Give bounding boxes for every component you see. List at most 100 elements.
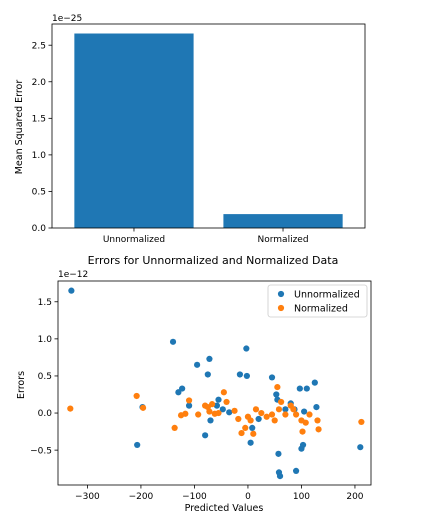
scatter-point-normalized bbox=[282, 411, 289, 418]
bar-chart-y-tick-label: 2.5 bbox=[32, 41, 46, 51]
bar-chart-y-tick-label: 0.0 bbox=[32, 224, 47, 234]
scatter-chart-title: Errors for Unnormalized and Normalized D… bbox=[88, 254, 339, 267]
scatter-point-unnormalized bbox=[292, 467, 300, 475]
scatter-point-normalized bbox=[139, 404, 147, 411]
scatter-point-unnormalized bbox=[357, 444, 364, 451]
bar-chart-y-tick-label: 0.5 bbox=[32, 188, 46, 198]
scatter-chart-x-tick-label: −100 bbox=[182, 492, 207, 502]
scatter-point-unnormalized bbox=[282, 406, 289, 413]
scatter-point-normalized bbox=[182, 410, 189, 417]
scatter-chart-frame bbox=[57, 280, 372, 486]
scatter-point-normalized bbox=[223, 398, 230, 406]
legend-label-unnormalized: Unnormalized bbox=[294, 289, 360, 300]
scatter-point-normalized bbox=[235, 415, 242, 423]
scatter-point-unnormalized bbox=[276, 472, 284, 480]
scatter-point-normalized bbox=[358, 418, 365, 426]
scatter-point-normalized bbox=[252, 406, 260, 413]
scatter-chart-y-tick-label: 0.0 bbox=[38, 409, 53, 419]
scatter-point-unnormalized bbox=[206, 355, 213, 362]
scatter-point-normalized bbox=[185, 397, 193, 404]
scatter-chart-x-tick-label: −300 bbox=[75, 492, 100, 502]
bar-chart-y-axis-label: Mean Squared Error bbox=[14, 80, 25, 175]
scatter-chart-y-tick-label: 1.5 bbox=[38, 298, 52, 308]
scatter-chart-x-tick-label: 0 bbox=[245, 492, 251, 502]
scatter-point-unnormalized bbox=[236, 371, 244, 378]
scatter-point-unnormalized bbox=[179, 385, 186, 392]
scatter-point-normalized bbox=[263, 413, 270, 420]
scatter-point-normalized bbox=[278, 398, 285, 406]
scatter-point-normalized bbox=[231, 407, 238, 414]
scatter-chart-x-tick-label: 200 bbox=[346, 492, 363, 502]
scatter-chart: Errors for Unnormalized and Normalized D… bbox=[16, 254, 372, 514]
scatter-point-normalized bbox=[258, 409, 265, 417]
scatter-point-normalized bbox=[215, 409, 222, 417]
scatter-point-normalized bbox=[67, 405, 74, 412]
scatter-point-normalized bbox=[275, 406, 283, 413]
bar-chart-plot-area: 0.0 0.5 1.0 1.5 2.0 2.5 Unnormalized Normalized bbox=[32, 23, 366, 245]
scatter-point-unnormalized bbox=[243, 372, 250, 380]
bar-chart-frame bbox=[51, 23, 366, 229]
scatter-point-normalized bbox=[271, 417, 278, 424]
scatter-point-normalized bbox=[290, 406, 297, 413]
scatter-point-unnormalized bbox=[247, 439, 254, 446]
scatter-point-normalized bbox=[268, 411, 276, 418]
scatter-point-normalized bbox=[250, 430, 257, 437]
scatter-point-unnormalized bbox=[243, 345, 250, 352]
scatter-point-normalized bbox=[302, 419, 309, 426]
scatter-point-unnormalized bbox=[215, 396, 222, 403]
scatter-chart-x-tick-label: −200 bbox=[129, 492, 154, 502]
scatter-point-unnormalized bbox=[202, 432, 209, 439]
legend-marker-unnormalized bbox=[277, 290, 285, 298]
scatter-point-unnormalized bbox=[313, 404, 320, 411]
scatter-point-normalized bbox=[306, 411, 313, 418]
scatter-point-unnormalized bbox=[68, 287, 75, 294]
scatter-point-unnormalized bbox=[303, 385, 310, 392]
scatter-point-unnormalized bbox=[268, 374, 276, 381]
scatter-point-unnormalized bbox=[204, 371, 211, 378]
scatter-point-unnormalized bbox=[207, 417, 214, 424]
bar-chart-offset-text: 1e−25 bbox=[52, 14, 82, 24]
scatter-point-normalized bbox=[274, 383, 281, 391]
bar-chart-y-tick-label: 2.0 bbox=[32, 78, 47, 88]
scatter-point-unnormalized bbox=[249, 424, 256, 431]
legend-label-normalized: Normalized bbox=[294, 303, 348, 314]
bar-chart-x-tick-label: Unnormalized bbox=[103, 235, 165, 245]
scatter-point-unnormalized bbox=[213, 402, 221, 409]
scatter-point-normalized bbox=[171, 424, 178, 431]
bar-chart-y-tick-label: 1.0 bbox=[32, 151, 47, 161]
bar-chart: 1e−25 0.0 0.5 1.0 1.5 2.0 2.5 Unnormalized Norm… bbox=[14, 14, 366, 245]
legend-marker-normalized bbox=[277, 304, 285, 312]
scatter-point-unnormalized bbox=[301, 408, 308, 415]
scatter-chart-offset-text: 1e−12 bbox=[58, 270, 88, 280]
scatter-point-normalized bbox=[299, 428, 306, 435]
scatter-point-unnormalized bbox=[185, 402, 193, 409]
scatter-chart-y-tick-label: 1.0 bbox=[38, 335, 53, 345]
bar-chart-y-tick-label: 1.5 bbox=[32, 115, 46, 125]
bar-chart-x-tick-label: Normalized bbox=[258, 235, 309, 245]
scatter-point-unnormalized bbox=[255, 415, 262, 423]
legend-box bbox=[267, 284, 368, 318]
scatter-chart-plot-area: −300 −200 −100 0 100 200 −0.5 0.0 0.5 1.0 1.5 bbox=[30, 280, 372, 502]
scatter-chart-y-axis-label: Errors bbox=[16, 371, 27, 399]
bar-unnormalized bbox=[74, 33, 194, 229]
scatter-point-normalized bbox=[238, 429, 245, 437]
scatter-point-unnormalized bbox=[169, 338, 177, 345]
scatter-point-unnormalized bbox=[311, 379, 318, 386]
scatter-point-normalized bbox=[292, 411, 300, 418]
scatter-point-normalized bbox=[133, 392, 140, 400]
scatter-point-unnormalized bbox=[273, 391, 280, 398]
scatter-chart-x-tick-label: 100 bbox=[293, 492, 310, 502]
scatter-chart-y-tick-label: 0.5 bbox=[38, 372, 52, 382]
bar-normalized bbox=[223, 214, 343, 228]
scatter-point-unnormalized bbox=[194, 361, 201, 368]
scatter-point-unnormalized bbox=[275, 450, 282, 457]
scatter-chart-y-tick-label: −0.5 bbox=[30, 446, 52, 456]
scatter-point-normalized bbox=[220, 389, 227, 396]
scatter-point-normalized bbox=[242, 424, 249, 431]
scatter-point-unnormalized bbox=[299, 441, 307, 449]
scatter-point-normalized bbox=[195, 411, 202, 418]
scatter-point-unnormalized bbox=[134, 441, 141, 449]
scatter-point-normalized bbox=[247, 417, 254, 424]
scatter-point-unnormalized bbox=[219, 406, 226, 413]
scatter-point-normalized bbox=[208, 401, 216, 408]
